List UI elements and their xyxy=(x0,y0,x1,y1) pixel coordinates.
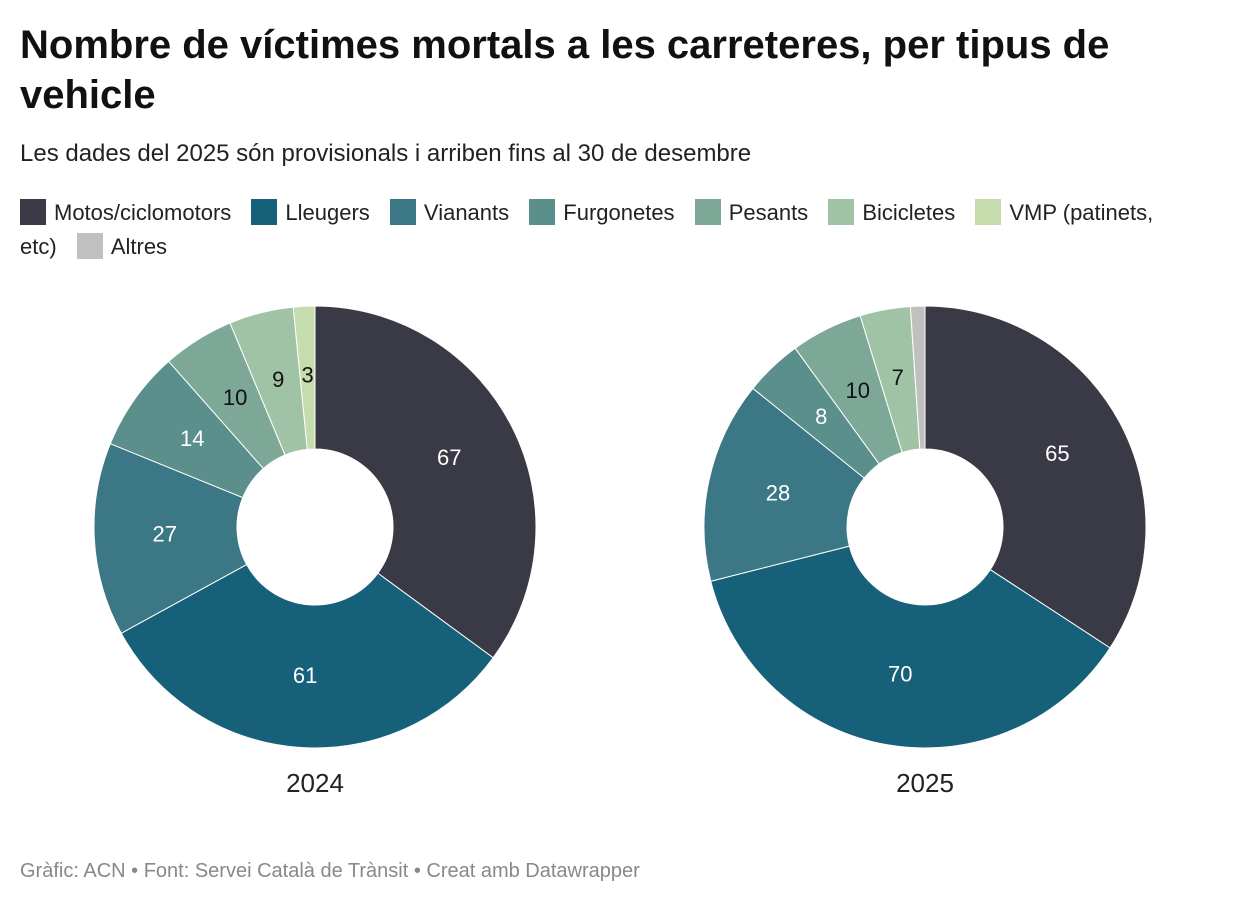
source-note: Gràfic: ACN • Font: Servei Català de Trà… xyxy=(20,860,640,882)
donut-slice xyxy=(909,305,926,450)
legend-swatch xyxy=(694,199,721,225)
legend-swatch xyxy=(529,199,556,225)
donut-slice xyxy=(314,305,537,659)
data-label: 10 xyxy=(223,385,247,410)
legend-label: Lleugers xyxy=(285,200,370,225)
legend-item: Bicicletes xyxy=(828,199,956,225)
donut-slice xyxy=(93,443,248,634)
legend-item: Altres xyxy=(76,233,168,259)
legend-label: Altres xyxy=(110,234,168,259)
chart-subtitle: Les dades del 2025 són provisionals i ar… xyxy=(20,140,752,167)
donut-year-label: 2024 xyxy=(286,768,344,798)
legend-item: Motos/ciclomotors xyxy=(20,199,232,225)
data-label: 65 xyxy=(1045,441,1069,466)
chart: 67 61 27 14 10 9 3 2024 65 70 28 8 10 7 2025 xyxy=(93,305,1147,798)
legend-label: Pesants xyxy=(728,200,809,225)
legend-item: VMP (patinets, etc) xyxy=(20,199,1154,259)
legend-label: VMP (patinets, etc) xyxy=(20,200,1154,259)
legend-label: Motos/ciclomotors xyxy=(54,200,232,225)
donut-slice xyxy=(924,305,1147,649)
legend-swatch xyxy=(251,199,278,225)
donut-slice xyxy=(703,387,865,582)
data-label: 9 xyxy=(272,367,284,392)
data-label: 27 xyxy=(153,521,177,546)
data-label: 28 xyxy=(766,481,790,506)
legend-label: Vianants xyxy=(423,200,510,225)
data-label: 7 xyxy=(892,365,904,390)
legend-swatch xyxy=(975,199,1002,225)
data-label: 70 xyxy=(888,661,912,686)
chart-title: Nombre de víctimes mortals a les carrete… xyxy=(20,23,1110,117)
legend-item: Lleugers xyxy=(251,199,370,225)
data-label: 67 xyxy=(437,445,461,470)
donut-slice xyxy=(710,545,1111,749)
legend-swatch xyxy=(20,199,46,225)
data-label: 10 xyxy=(846,378,870,403)
data-label: 61 xyxy=(293,663,317,688)
data-label: 14 xyxy=(180,426,204,451)
legend: Motos/ciclomotors Lleugers Vianants Furg… xyxy=(20,196,1160,264)
donut-slice xyxy=(120,563,494,749)
legend-item: Furgonetes xyxy=(529,199,675,225)
data-label: 3 xyxy=(301,362,313,387)
legend-swatch xyxy=(76,233,103,259)
data-label: 8 xyxy=(815,404,827,429)
legend-label: Furgonetes xyxy=(563,200,675,225)
legend-item: Pesants xyxy=(694,199,809,225)
legend-swatch xyxy=(389,199,416,225)
legend-swatch xyxy=(828,199,855,225)
legend-item: Vianants xyxy=(389,199,510,225)
legend-label: Bicicletes xyxy=(862,200,956,225)
donut-year-label: 2025 xyxy=(896,768,954,798)
